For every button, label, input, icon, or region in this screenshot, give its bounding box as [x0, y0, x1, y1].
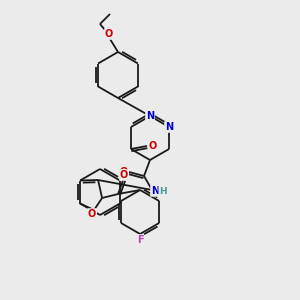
Text: O: O	[105, 29, 113, 39]
Text: N: N	[146, 111, 154, 121]
Text: F: F	[137, 235, 143, 245]
Text: O: O	[149, 141, 157, 151]
Text: H: H	[159, 187, 167, 196]
Text: N: N	[151, 186, 159, 196]
Text: O: O	[120, 167, 128, 177]
Text: N: N	[165, 122, 173, 132]
Text: O: O	[88, 209, 96, 219]
Text: O: O	[120, 170, 128, 180]
